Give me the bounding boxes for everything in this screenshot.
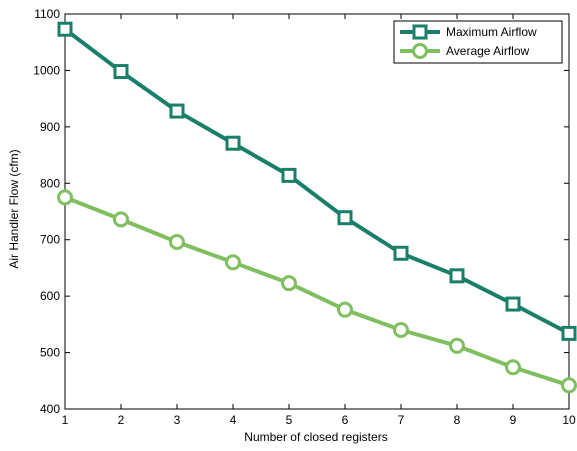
x-tick-label: 5 [286,413,293,427]
data-point-maximum-airflow [57,21,73,37]
y-tick-label: 900 [40,120,60,134]
data-point-average-airflow [281,275,297,292]
data-point-average-airflow [505,359,521,376]
data-point-average-airflow [113,211,129,228]
x-tick-label: 7 [398,413,405,427]
data-point-average-airflow [169,233,185,250]
data-point-average-airflow [337,301,353,318]
x-tick-label: 6 [342,413,349,427]
legend-label-maximum-airflow: Maximum Airflow [446,25,537,39]
data-point-average-airflow [449,337,465,354]
y-tick-label: 600 [40,289,60,303]
data-point-maximum-airflow [113,64,129,80]
data-point-average-airflow [561,377,577,394]
y-tick-label: 800 [40,176,60,190]
x-tick-label: 2 [118,413,125,427]
series-line-maximum-airflow [63,27,570,336]
x-tick-label: 1 [62,413,69,427]
y-tick-label: 700 [40,233,60,247]
data-point-maximum-airflow [281,167,297,183]
y-tick-label: 1100 [34,7,60,21]
series-line-average-airflow [64,195,570,388]
y-tick-label: 400 [40,402,60,416]
y-tick-label: 500 [40,346,60,360]
data-point-average-airflow [57,189,73,206]
x-axis-title: Number of closed registers [244,430,387,444]
data-point-maximum-airflow [561,325,577,341]
x-tick-label: 3 [174,413,181,427]
legend: Maximum Airflow Average Airflow [393,20,563,64]
data-point-maximum-airflow [225,135,241,151]
y-tick-label: 1000 [33,63,60,77]
data-point-maximum-airflow [337,210,353,226]
plot-area-frame [64,13,570,410]
x-tick-label: 4 [230,413,237,427]
x-tick-label: 8 [454,413,461,427]
data-point-maximum-airflow [449,268,465,284]
legend-entry-maximum-airflow: Maximum Airflow [400,24,537,40]
legend-label-average-airflow: Average Airflow [446,44,529,58]
data-point-maximum-airflow [169,103,185,119]
data-point-maximum-airflow [505,296,521,312]
data-point-maximum-airflow [393,245,409,261]
data-point-average-airflow [393,322,409,338]
x-tick-label: 9 [510,413,517,427]
x-tick-label: 10 [562,413,576,427]
legend-entry-average-airflow: Average Airflow [400,43,529,59]
data-point-average-airflow [225,254,241,271]
y-axis-title: Air Handler Flow (cfm) [7,149,21,268]
